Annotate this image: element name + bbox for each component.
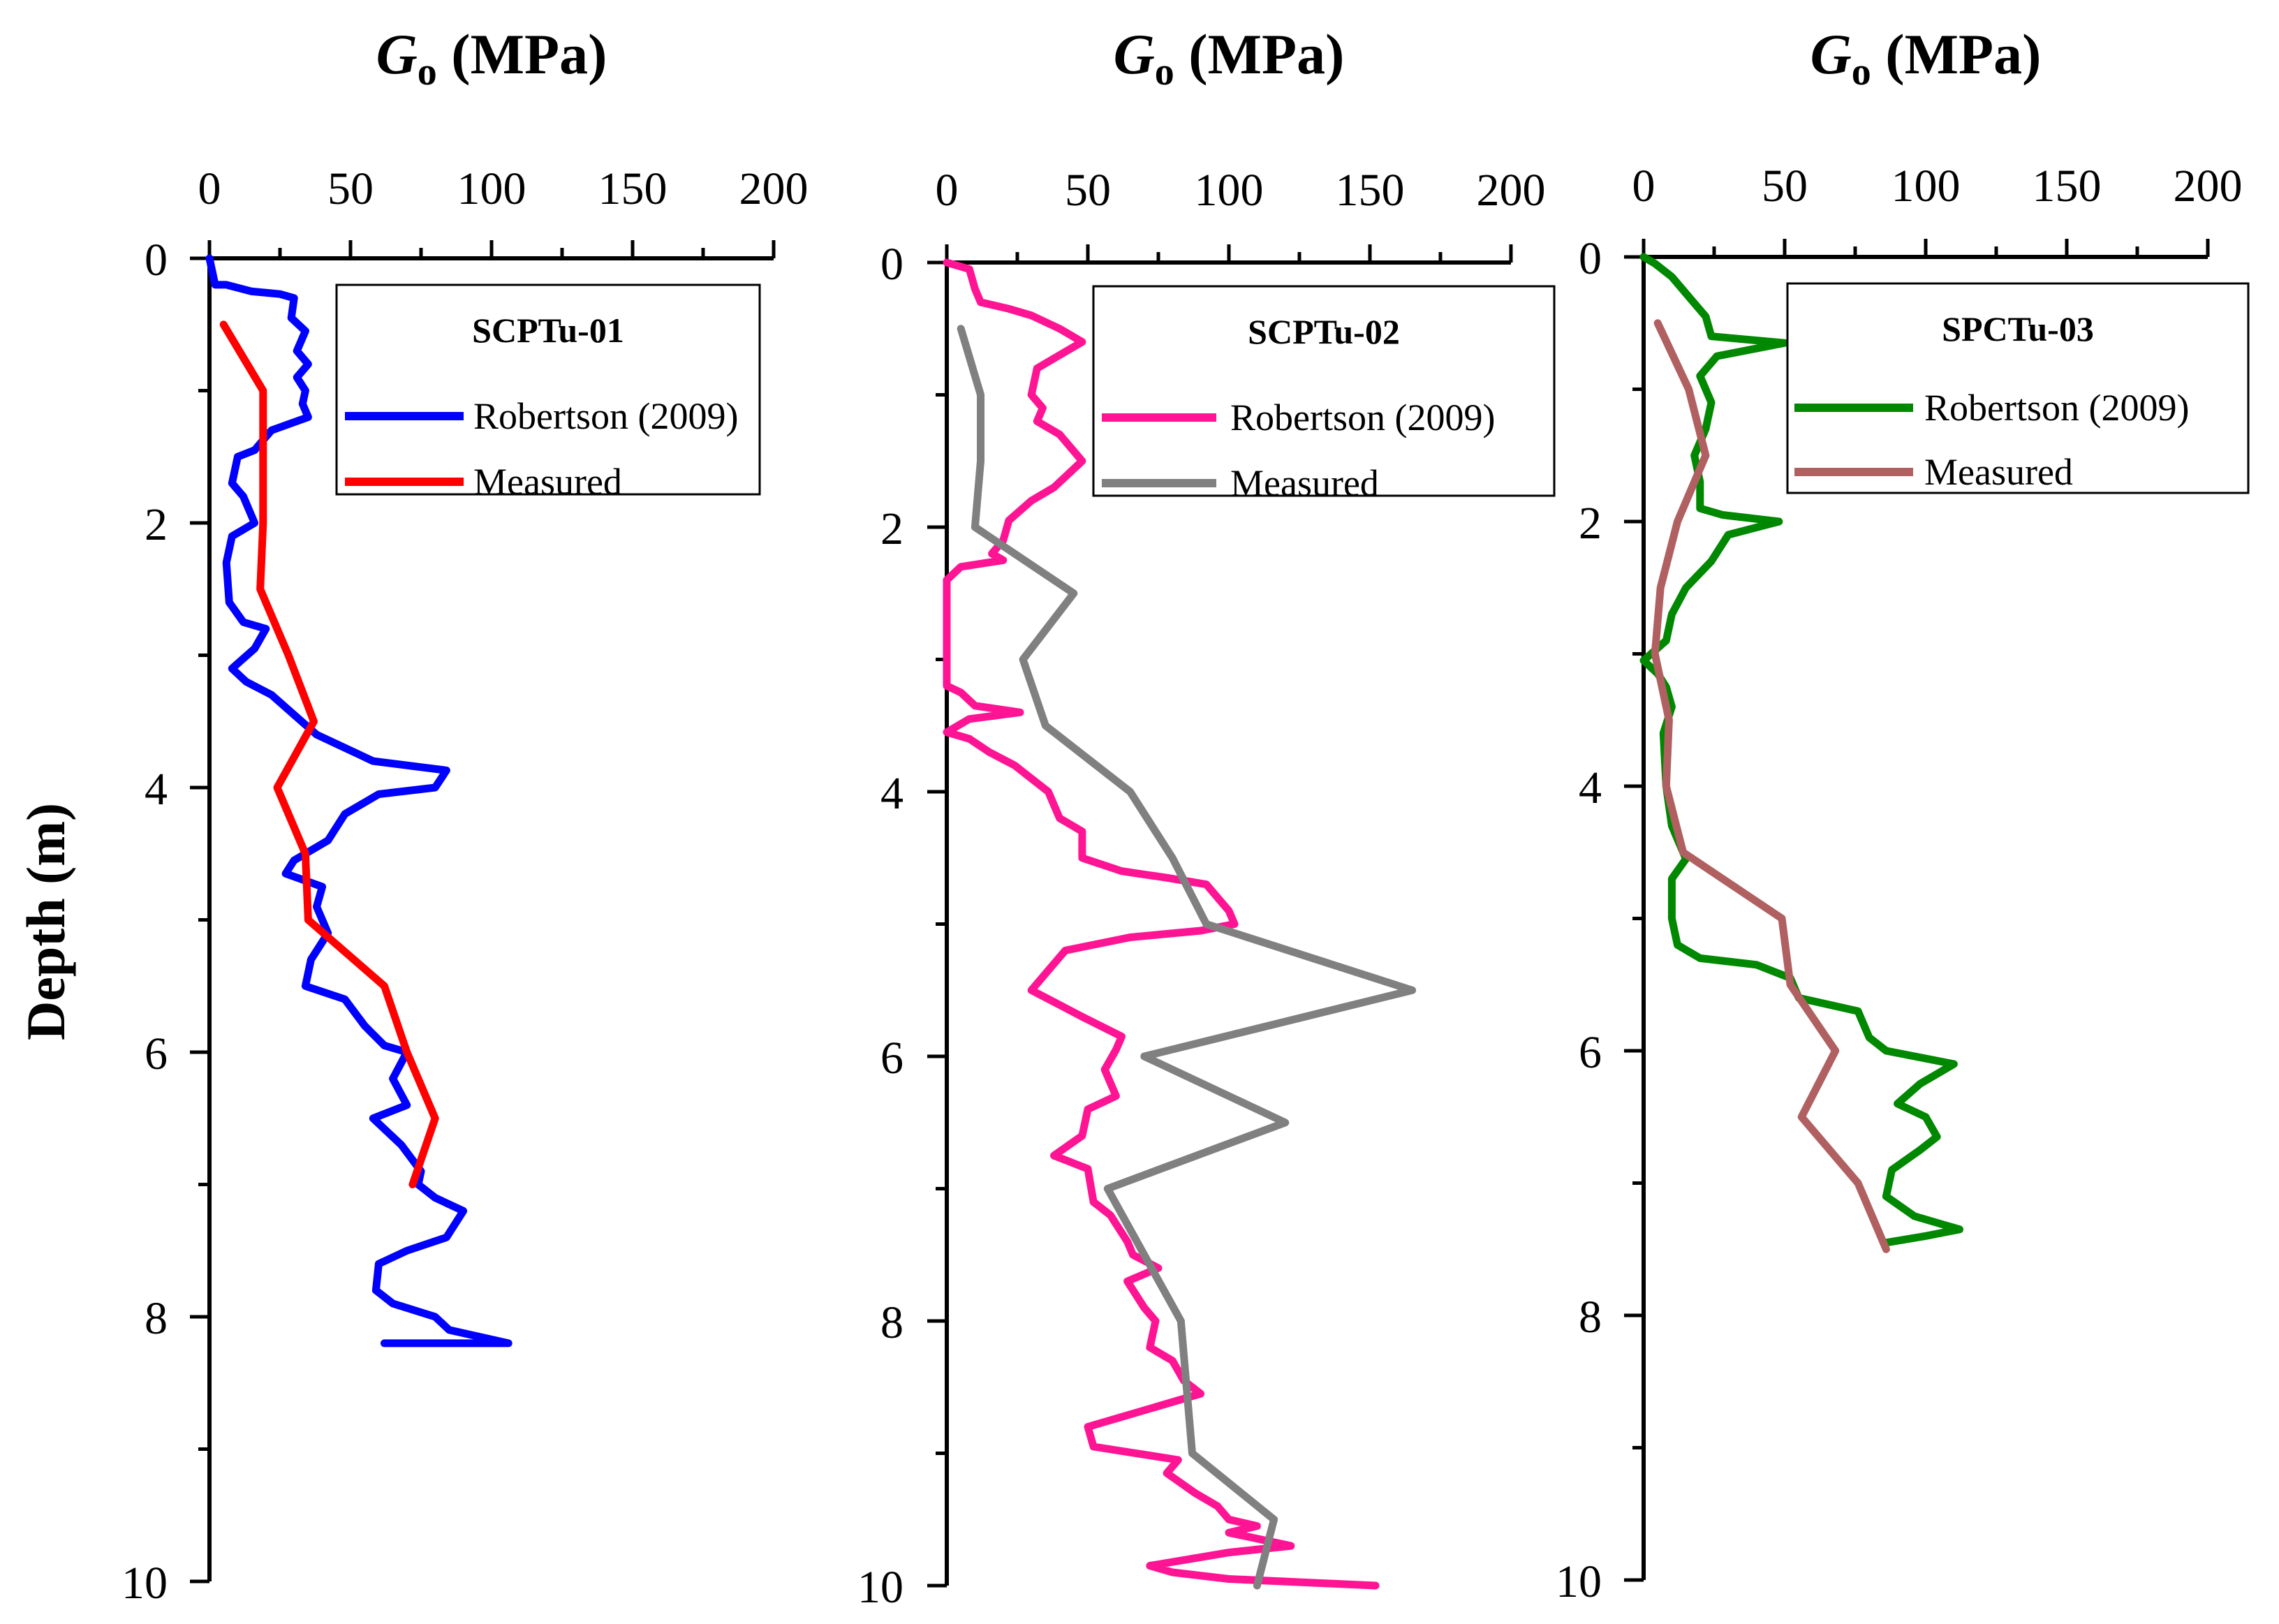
series-line-measured <box>1651 319 1890 1253</box>
panel-2-title: Go (MPa) <box>1114 22 1345 94</box>
x-tick-label: 0 <box>198 163 221 214</box>
y-tick-label: 8 <box>145 1293 168 1344</box>
panel-1-x-ticks: 0 50 100 150 200 <box>198 163 809 214</box>
x-tick-label: 50 <box>1762 161 1808 212</box>
y-tick-label: 0 <box>145 235 168 286</box>
y-tick-label: 10 <box>1556 1556 1602 1607</box>
panel-3-y-ticks: 0 2 4 6 8 10 <box>1556 233 1602 1607</box>
legend-box <box>335 283 761 496</box>
series-line-measured <box>957 325 1417 1590</box>
x-tick-label: 200 <box>1477 165 1546 216</box>
panel-3-plot <box>1639 253 1963 1253</box>
y-tick-label: 8 <box>1579 1292 1602 1343</box>
y-tick-label: 4 <box>1579 762 1602 813</box>
series-line-measured <box>219 320 439 1188</box>
legend-label-measured: Measured <box>1230 462 1379 504</box>
panel-3-axes <box>1624 239 2210 1582</box>
panel-2-x-ticks: 0 50 100 150 200 <box>936 165 1546 216</box>
y-tick-label: 6 <box>880 1033 904 1084</box>
y-axis-title: Depth (m) <box>15 803 76 1040</box>
series-line-robertson-2009 <box>943 258 1380 1590</box>
panel-2-plot <box>943 258 1417 1590</box>
legend-label-measured: Measured <box>473 461 622 503</box>
y-tick-label: 0 <box>1579 233 1602 284</box>
series-line-robertson-2009 <box>1639 253 1963 1247</box>
y-tick-label: 0 <box>880 239 904 290</box>
y-tick-label: 6 <box>1579 1027 1602 1078</box>
legend-label-robertson: Robertson (2009) <box>473 395 738 437</box>
y-tick-label: 4 <box>145 764 168 815</box>
y-tick-label: 6 <box>145 1028 168 1079</box>
legend-title: SCPTu-02 <box>1248 312 1400 351</box>
x-tick-label: 100 <box>1195 165 1264 216</box>
x-tick-label: 200 <box>2174 161 2243 212</box>
panel-3-legend: SPCTu-03 Robertson (2009) Measured <box>1786 282 2250 494</box>
x-tick-label: 200 <box>739 163 809 214</box>
legend-label-robertson: Robertson (2009) <box>1230 397 1495 438</box>
y-tick-label: 4 <box>880 768 904 819</box>
y-tick-label: 10 <box>121 1558 168 1609</box>
x-tick-label: 150 <box>1336 165 1405 216</box>
legend-title: SCPTu-01 <box>472 311 624 350</box>
y-tick-label: 8 <box>880 1297 904 1348</box>
x-tick-label: 150 <box>2033 161 2102 212</box>
x-tick-label: 100 <box>457 163 526 214</box>
panel-2: Go (MPa) 0 50 100 150 200 0 2 4 6 8 10 S… <box>857 22 1556 1613</box>
panel-1: Go (MPa) 0 50 100 150 200 0 2 4 6 8 10 S… <box>121 22 809 1609</box>
panel-1-plot <box>205 254 512 1348</box>
panel-1-title: Go (MPa) <box>376 22 607 94</box>
series-line-robertson-2009 <box>205 254 512 1348</box>
panel-3: Go (MPa) 0 50 100 150 200 0 2 4 6 8 10 S… <box>1556 22 2250 1607</box>
panel-1-y-ticks: 0 2 4 6 8 10 <box>121 235 168 1609</box>
x-tick-label: 100 <box>1891 161 1961 212</box>
legend-label-measured: Measured <box>1924 451 2073 493</box>
x-tick-label: 50 <box>327 163 374 214</box>
legend-box <box>1092 285 1556 497</box>
x-tick-label: 0 <box>936 165 959 216</box>
panel-1-legend: SCPTu-01 Robertson (2009) Measured <box>335 283 761 503</box>
legend-label-robertson: Robertson (2009) <box>1924 387 2189 429</box>
legend-title: SPCTu-03 <box>1942 309 2094 348</box>
panel-2-axes <box>927 244 1513 1588</box>
panel-2-legend: SCPTu-02 Robertson (2009) Measured <box>1092 285 1556 504</box>
x-tick-label: 150 <box>598 163 668 214</box>
panel-3-title: Go (MPa) <box>1810 22 2042 94</box>
panel-3-x-ticks: 0 50 100 150 200 <box>1632 161 2243 212</box>
y-tick-label: 2 <box>145 499 168 550</box>
y-tick-label: 2 <box>880 503 904 554</box>
x-tick-label: 0 <box>1632 161 1655 212</box>
x-tick-label: 50 <box>1065 165 1111 216</box>
y-tick-label: 2 <box>1579 498 1602 549</box>
legend-box <box>1786 282 2250 494</box>
y-tick-label: 10 <box>857 1562 904 1613</box>
panel-2-y-ticks: 0 2 4 6 8 10 <box>857 239 904 1613</box>
